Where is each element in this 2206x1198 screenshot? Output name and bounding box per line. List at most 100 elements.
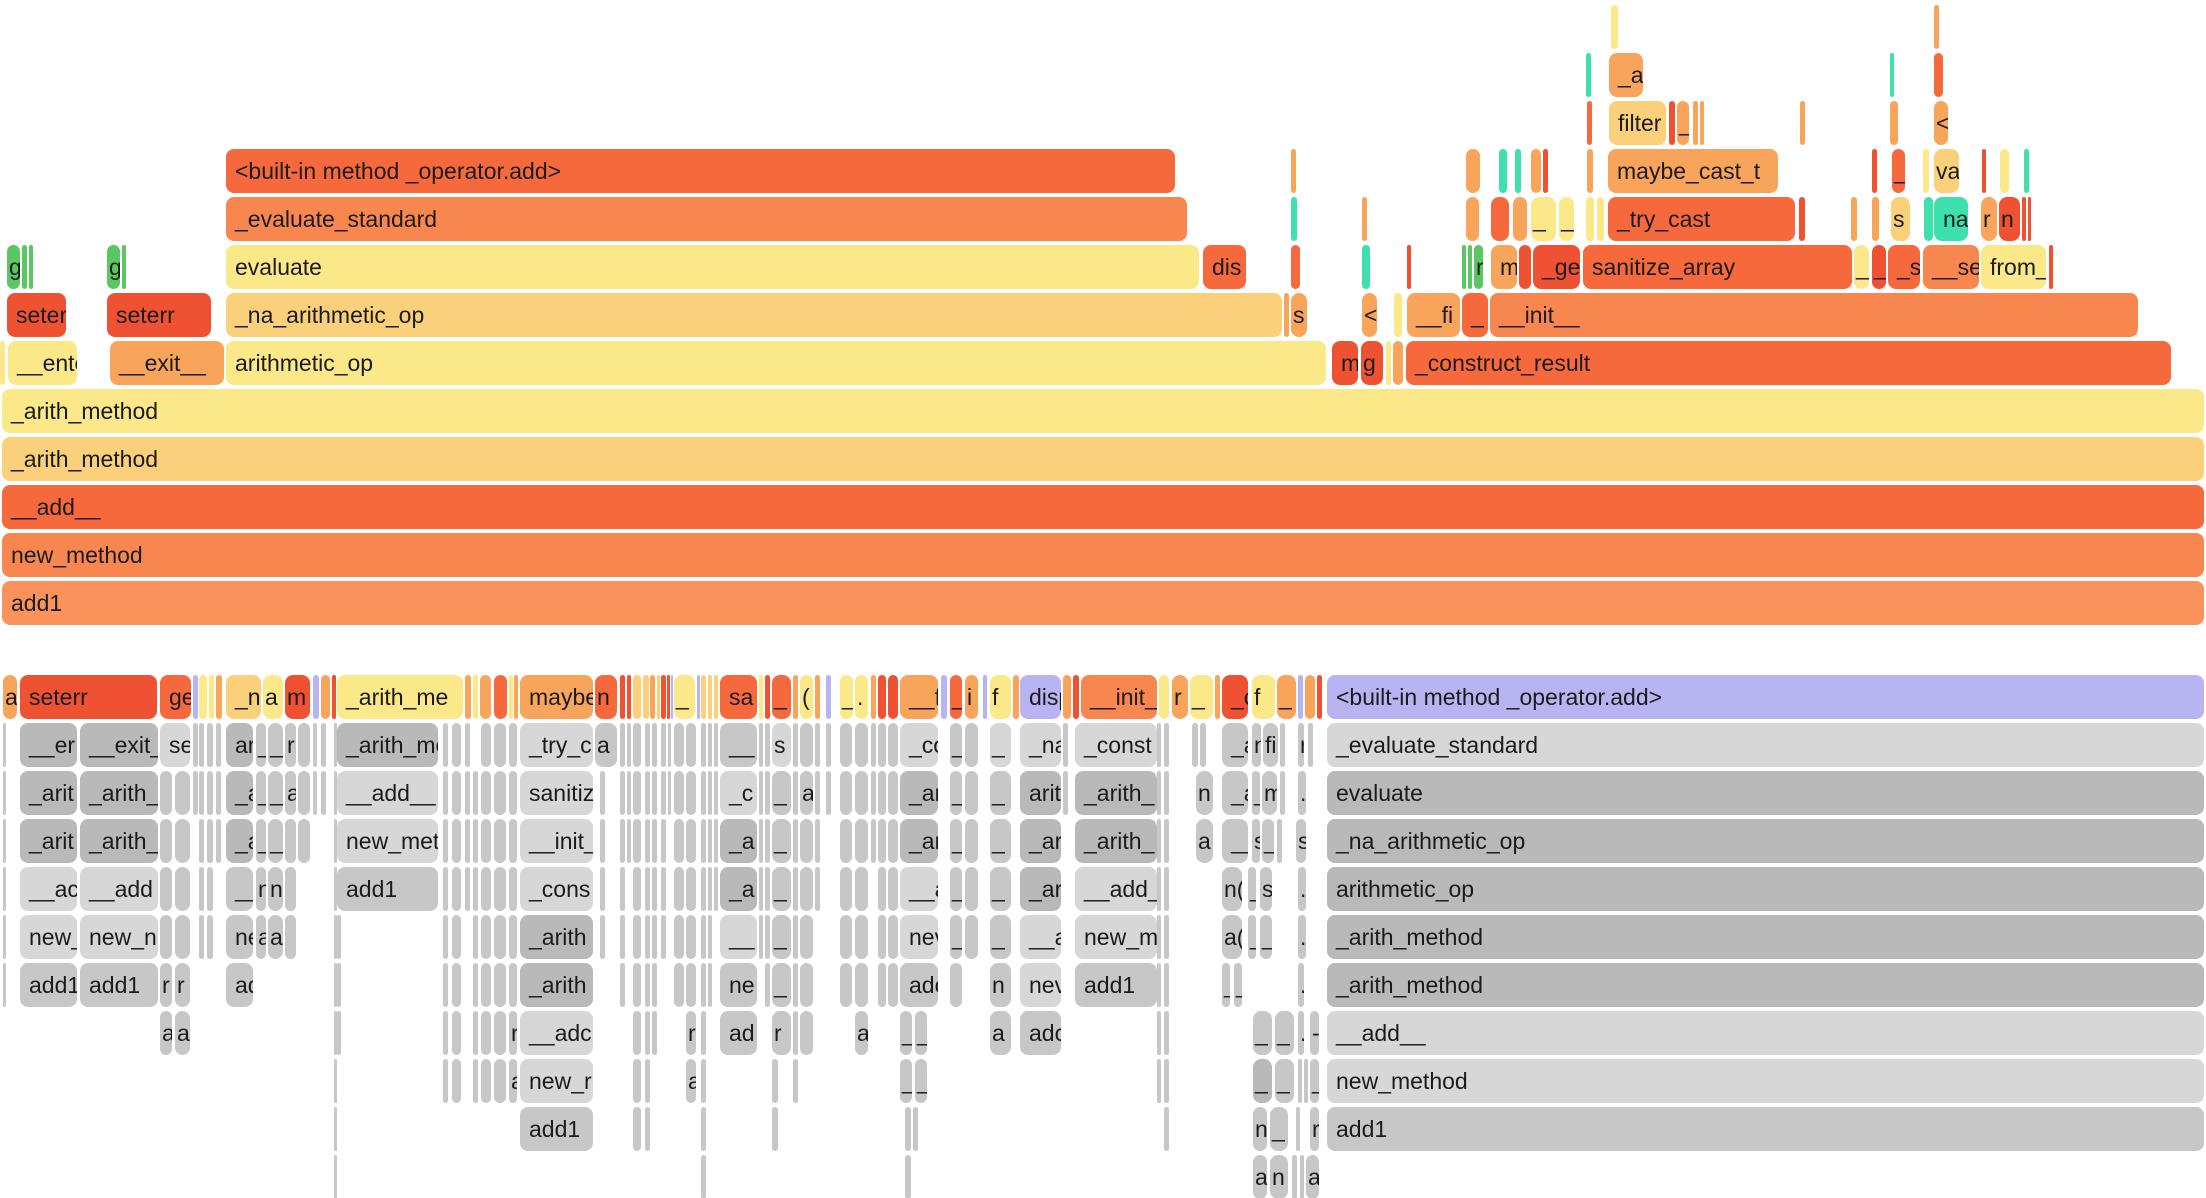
flame-frame-sliver[interactable] — [175, 819, 190, 863]
flame-frame-sliver[interactable] — [668, 723, 671, 767]
flame-frame-sliver[interactable] — [965, 723, 978, 767]
flame-frame-sliver[interactable] — [878, 675, 886, 719]
flame-frame[interactable]: _ — [268, 819, 283, 863]
flame-frame[interactable]: __ — [1222, 819, 1248, 863]
flame-frame[interactable]: _na_arithmetic_op — [1327, 819, 2204, 863]
flame-frame-sliver[interactable] — [1157, 915, 1161, 959]
flame-frame[interactable]: a — [285, 771, 296, 815]
flame-frame-sliver[interactable] — [620, 723, 625, 767]
flame-frame-sliver[interactable] — [871, 771, 876, 815]
flame-frame-sliver[interactable] — [652, 867, 657, 911]
flame-frame[interactable]: _ — [674, 675, 695, 719]
flame-frame[interactable]: r — [1172, 675, 1188, 719]
flame-frame[interactable]: n — [1253, 1107, 1267, 1151]
flame-frame[interactable]: seterr — [7, 293, 66, 337]
flame-frame[interactable]: ne — [226, 915, 253, 959]
flame-frame-sliver[interactable] — [216, 771, 221, 815]
flame-frame-sliver[interactable] — [509, 819, 517, 863]
flame-frame[interactable]: a — [855, 1011, 868, 1055]
flame-frame-sliver[interactable] — [633, 1059, 641, 1103]
flame-frame[interactable]: _a — [226, 819, 253, 863]
flame-frame[interactable]: new_method — [2, 533, 2204, 577]
flame-frame[interactable]: a — [263, 675, 283, 719]
flame-frame[interactable]: __er — [20, 723, 77, 767]
flame-frame-sliver[interactable] — [494, 819, 506, 863]
flame-frame-sliver[interactable] — [633, 867, 641, 911]
flame-frame[interactable]: n — [990, 963, 1011, 1007]
flame-frame-sliver[interactable] — [473, 1011, 478, 1055]
flame-frame-sliver[interactable] — [22, 245, 27, 289]
flame-frame-sliver[interactable] — [216, 675, 222, 719]
flame-frame-sliver[interactable] — [334, 915, 337, 959]
flame-frame[interactable]: _a — [268, 771, 283, 815]
flame-frame-sliver[interactable] — [686, 915, 696, 959]
flame-frame[interactable]: _ — [1260, 915, 1272, 959]
flame-frame-sliver[interactable] — [840, 771, 852, 815]
flame-frame-sliver[interactable] — [793, 1059, 798, 1103]
flame-frame[interactable]: _a — [1222, 771, 1248, 815]
flame-frame[interactable]: r — [686, 1011, 696, 1055]
flame-frame-sliver[interactable] — [1157, 867, 1161, 911]
flame-frame[interactable]: r — [160, 963, 172, 1007]
flame-frame-sliver[interactable] — [1277, 819, 1282, 863]
flame-frame-sliver[interactable] — [193, 723, 198, 767]
flame-frame-sliver[interactable] — [888, 771, 898, 815]
flame-frame-sliver[interactable] — [160, 867, 172, 911]
flame-frame-sliver[interactable] — [509, 867, 517, 911]
flame-frame-sliver[interactable] — [1934, 5, 1939, 49]
flame-frame[interactable]: _ — [950, 867, 962, 911]
flame-frame-sliver[interactable] — [1872, 197, 1879, 241]
flame-frame-sliver[interactable] — [674, 771, 684, 815]
flame-frame-sliver[interactable] — [765, 723, 770, 767]
flame-frame[interactable]: n — [256, 867, 266, 911]
flame-frame[interactable]: _ — [1270, 1107, 1288, 1151]
flame-frame-sliver[interactable] — [1543, 149, 1548, 193]
flame-frame-sliver[interactable] — [494, 1011, 506, 1055]
flame-frame[interactable]: _a — [226, 771, 253, 815]
flame-frame[interactable]: . — [1298, 867, 1306, 911]
flame-frame-sliver[interactable] — [1063, 771, 1068, 815]
flame-frame-sliver[interactable] — [207, 915, 213, 959]
flame-frame-sliver[interactable] — [600, 915, 605, 959]
flame-frame[interactable]: _ — [1252, 771, 1260, 815]
flame-frame[interactable]: _s — [1888, 245, 1920, 289]
flame-frame-sliver[interactable] — [313, 723, 317, 767]
flame-frame-sliver[interactable] — [509, 915, 517, 959]
flame-frame-sliver[interactable] — [160, 819, 172, 863]
flame-frame[interactable]: _ — [1275, 1011, 1294, 1055]
flame-frame-sliver[interactable] — [1164, 771, 1169, 815]
flame-frame[interactable]: __add — [80, 867, 158, 911]
flame-frame-sliver[interactable] — [855, 867, 868, 911]
flame-frame[interactable]: from_ — [1981, 245, 2046, 289]
flame-frame-sliver[interactable] — [452, 915, 461, 959]
flame-frame-sliver[interactable] — [298, 771, 310, 815]
flame-frame[interactable]: _c — [720, 771, 757, 815]
flame-frame[interactable]: ari — [226, 723, 253, 767]
flame-frame[interactable]: __add__ — [2, 485, 2204, 529]
flame-frame-sliver[interactable] — [1157, 723, 1161, 767]
flame-frame[interactable]: __add_ — [1075, 867, 1157, 911]
flame-frame[interactable]: fi — [1263, 723, 1278, 767]
flame-frame-sliver[interactable] — [473, 915, 478, 959]
flame-frame[interactable]: arit — [1020, 771, 1061, 815]
flame-frame[interactable]: sa — [720, 675, 757, 719]
flame-frame-sliver[interactable] — [1394, 293, 1402, 337]
flame-frame-sliver[interactable] — [465, 771, 470, 815]
flame-frame-sliver[interactable] — [652, 915, 657, 959]
flame-frame[interactable]: g — [107, 245, 120, 289]
flame-frame-sliver[interactable] — [1164, 819, 1169, 863]
flame-frame-sliver[interactable] — [1362, 197, 1367, 241]
flame-frame-sliver[interactable] — [285, 915, 296, 959]
flame-frame-sliver[interactable] — [1304, 1059, 1308, 1103]
flame-frame-sliver[interactable] — [855, 771, 868, 815]
flame-frame-sliver[interactable] — [620, 963, 625, 1007]
flame-frame-sliver[interactable] — [465, 723, 470, 767]
flame-frame-sliver[interactable] — [888, 819, 898, 863]
flame-frame[interactable]: ad — [720, 1011, 757, 1055]
flame-frame[interactable]: sanitize_array — [1583, 245, 1852, 289]
flame-frame-sliver[interactable] — [465, 867, 470, 911]
flame-frame[interactable]: <built-in method _operator.add> — [1327, 675, 2204, 719]
flame-frame-sliver[interactable] — [122, 245, 126, 289]
flame-frame-sliver[interactable] — [1586, 197, 1594, 241]
